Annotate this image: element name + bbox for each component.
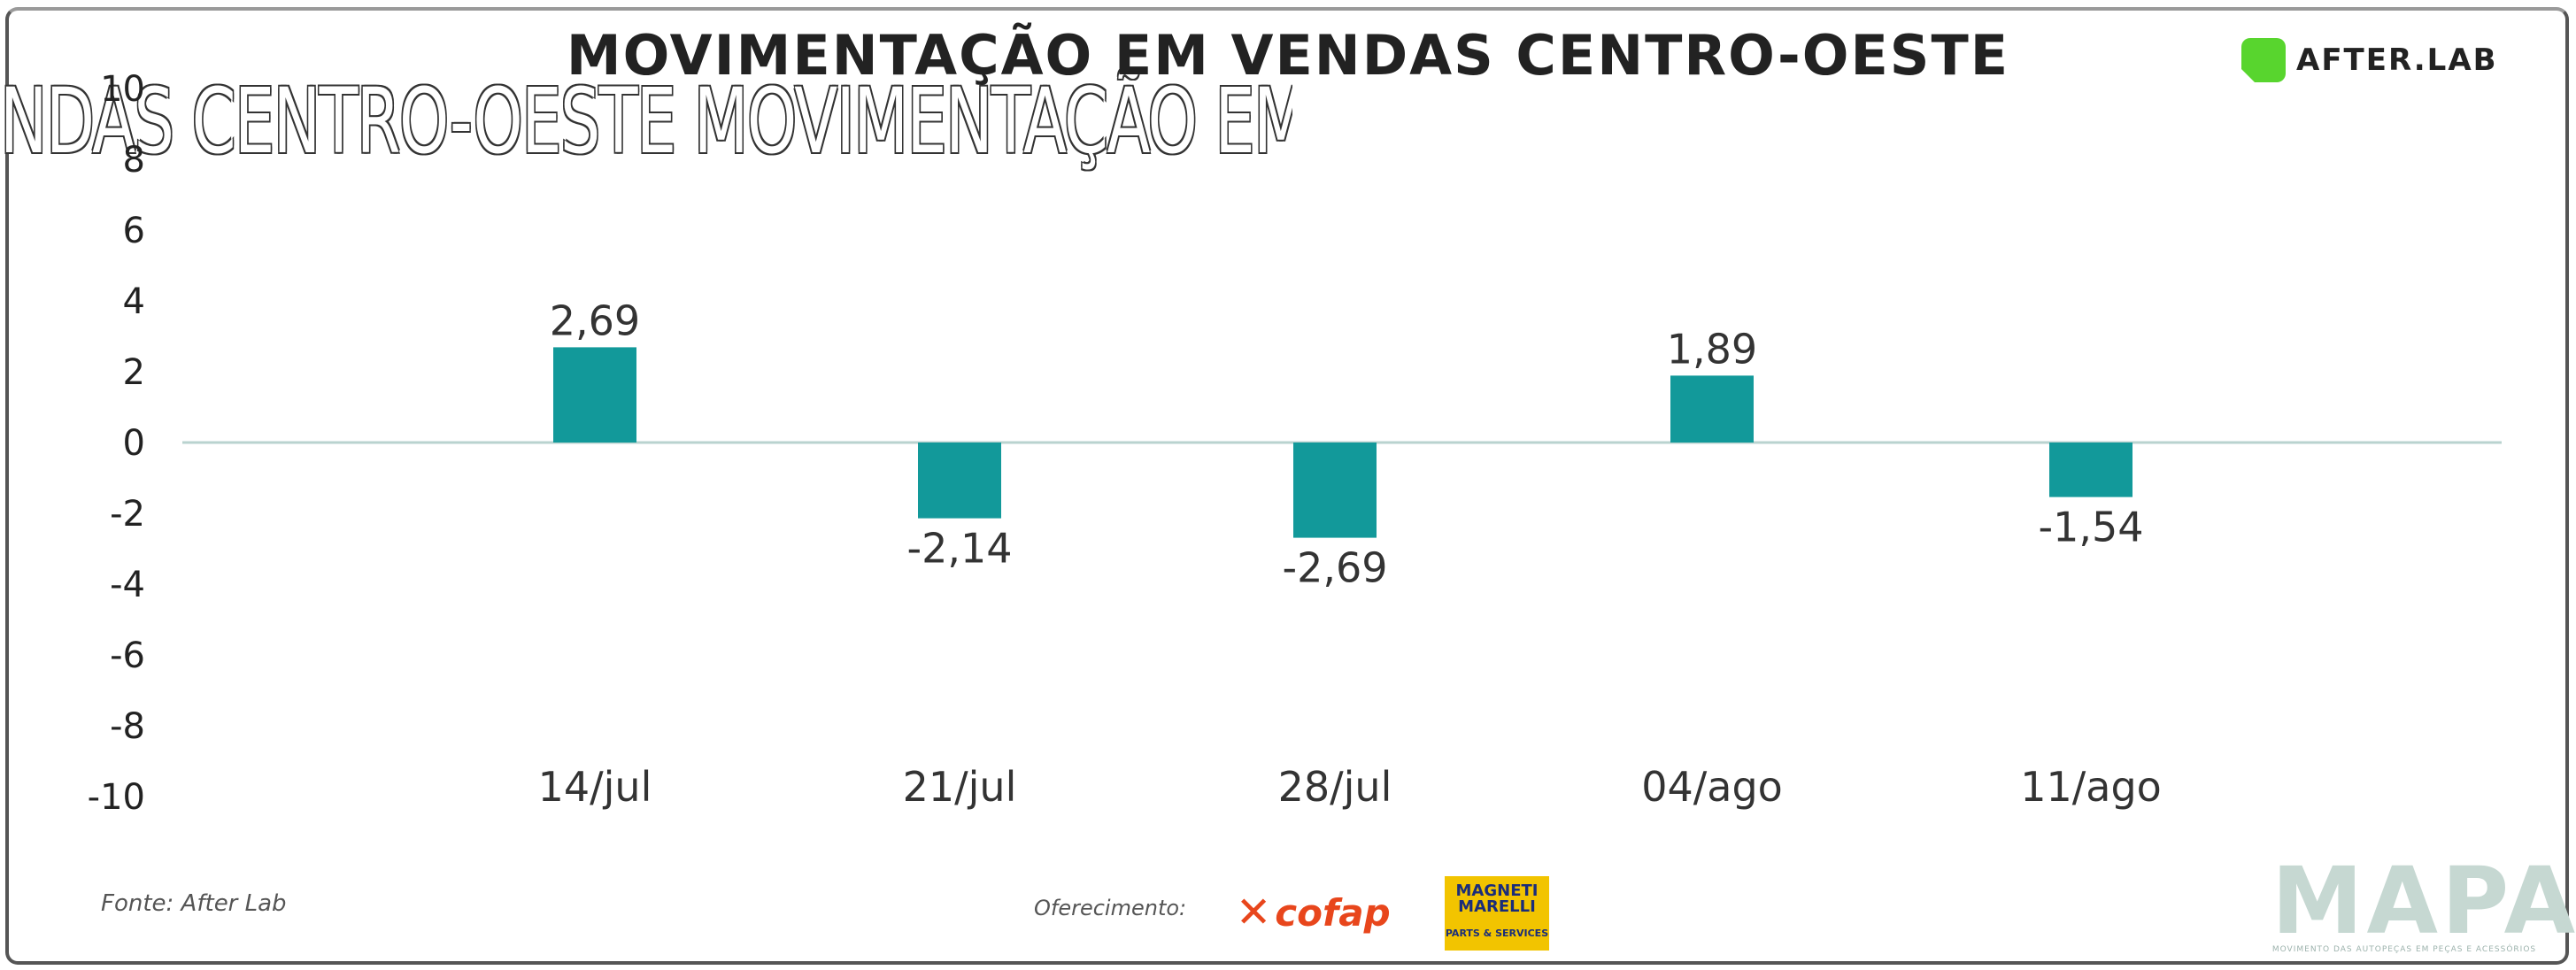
x-axis: 14/jul 21/jul 28/jul 04/ago 11/ago [538, 763, 2162, 811]
x-tick-label: 11/ago [2020, 763, 2162, 811]
y-tick-label: 0 [123, 423, 145, 464]
y-tick-label: -10 [88, 777, 145, 818]
data-label: 2,69 [550, 296, 640, 344]
mapa-wordmark: MAPA [2271, 847, 2576, 955]
y-tick-label: -4 [110, 565, 145, 605]
data-label: 1,89 [1667, 325, 1757, 373]
bar [918, 443, 1001, 519]
afterlab-wordmark: AFTER.LAB [2296, 42, 2498, 78]
ghost-title-overlay: NDAS CENTRO-OESTE MOVIMENTAÇÃO EM VE [0, 69, 1292, 174]
y-tick-label: -6 [110, 635, 145, 676]
cofap-mark-icon: ✕ [1236, 888, 1272, 937]
bar-chart: 10 8 6 4 2 0 -2 -4 -6 -8 -10 2,69 -2,14 -2,69 1,89 -1,… [88, 69, 2502, 818]
afterlab-mark-icon [2241, 38, 2286, 82]
y-tick-label: 2 [123, 352, 145, 393]
y-tick-label: -2 [110, 494, 145, 535]
x-tick-label: 14/jul [538, 763, 652, 811]
x-tick-label: 28/jul [1278, 763, 1392, 811]
mapa-logo: MAPA MOVIMENTO DAS AUTOPEÇAS EM PEÇAS E … [2271, 847, 2576, 955]
cofap-logo: ✕ cofap [1236, 888, 1391, 937]
y-tick-label: 8 [123, 140, 145, 181]
bar [1670, 375, 1754, 443]
bar [1293, 443, 1377, 538]
x-tick-label: 21/jul [903, 763, 1017, 811]
x-tick-label: 04/ago [1641, 763, 1783, 811]
sponsor-label: Oferecimento: [1034, 896, 1187, 920]
mapa-tagline: MOVIMENTO DAS AUTOPEÇAS EM PEÇAS E ACESS… [2271, 945, 2537, 954]
magneti-marelli-logo: MAGNETI MARELLI PARTS & SERVICES [1445, 876, 1549, 951]
bar [2049, 443, 2133, 497]
data-label: -2,69 [1282, 544, 1387, 592]
bar-series [553, 347, 2133, 538]
data-label: -2,14 [906, 525, 1012, 573]
afterlab-logo: AFTER.LAB [2241, 35, 2498, 85]
bar [553, 347, 636, 443]
y-tick-label: 4 [123, 281, 145, 322]
y-tick-label: 10 [100, 69, 145, 110]
source-note: Fonte: After Lab [101, 890, 287, 917]
data-labels: 2,69 -2,14 -2,69 1,89 -1,54 [550, 296, 2144, 591]
data-label: -1,54 [2038, 504, 2143, 551]
y-tick-label: -8 [110, 706, 145, 747]
chart-frame [5, 7, 2569, 965]
y-axis: 10 8 6 4 2 0 -2 -4 -6 -8 -10 [88, 69, 145, 818]
y-tick-label: 6 [123, 211, 145, 251]
chart-title: MOVIMENTAÇÃO EM VENDAS CENTRO-OESTE [566, 23, 2010, 88]
